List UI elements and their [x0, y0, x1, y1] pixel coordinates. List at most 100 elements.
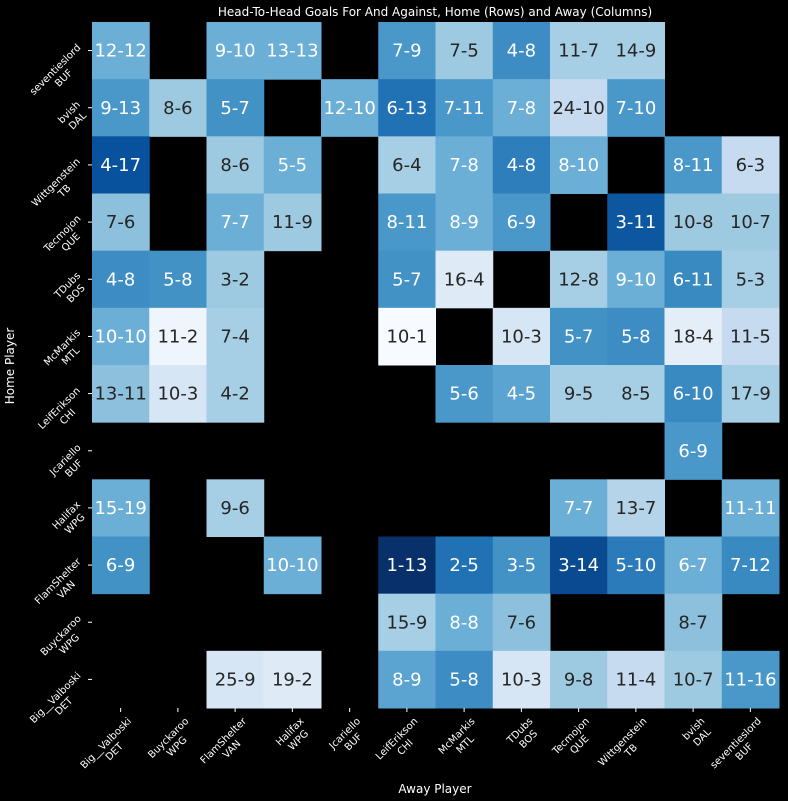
heatmap-cell [435, 250, 494, 309]
heatmap-cell [550, 479, 608, 537]
heatmap-cell [550, 79, 608, 137]
heatmap-cell [206, 250, 265, 309]
heatmap-cell [92, 536, 150, 595]
heatmap-cell [92, 79, 150, 137]
cell-label: 12-12 [94, 41, 146, 62]
cell-label: 18-4 [673, 326, 714, 347]
cell-label: 8-6 [220, 155, 249, 176]
cell-label: 1-13 [386, 555, 427, 576]
cell-label: 10-3 [501, 669, 542, 690]
heatmap-cell [721, 365, 780, 423]
heatmap-cell [721, 136, 780, 194]
heatmap-cell [206, 307, 265, 366]
cell-label: 8-10 [558, 155, 599, 176]
heatmap-cell [664, 136, 723, 194]
cell-label: 11-9 [272, 212, 313, 233]
heatmap-cell [92, 479, 150, 537]
cell-label: 17-9 [730, 384, 771, 405]
cell-label: 9-5 [564, 384, 593, 405]
heatmap-cell [149, 307, 207, 366]
cell-label: 10-10 [94, 326, 146, 347]
cell-label: 7-6 [106, 212, 135, 233]
cell-label: 14-9 [615, 41, 656, 62]
cell-label: 10-8 [673, 212, 714, 233]
heatmap-cell [607, 650, 665, 709]
heatmap-cell [206, 193, 265, 252]
cell-label: 12-10 [323, 98, 375, 119]
cell-label: 15-19 [94, 498, 146, 519]
heatmap-cell [435, 136, 494, 194]
cell-label: 13-7 [615, 498, 656, 519]
heatmap-cell [149, 79, 207, 137]
cell-label: 16-4 [444, 269, 485, 290]
cell-label: 12-8 [558, 269, 599, 290]
heatmap-cell [664, 593, 723, 652]
cell-label: 7-6 [507, 612, 536, 633]
heatmap-cell [149, 250, 207, 309]
heatmap-cell [721, 250, 780, 309]
heatmap-cell [664, 193, 723, 252]
heatmap-cell [92, 365, 150, 423]
heatmap-cell [664, 365, 723, 423]
cell-label: 5-5 [278, 155, 307, 176]
cell-label: 4-8 [106, 269, 135, 290]
cell-label: 10-10 [266, 555, 318, 576]
cell-label: 5-8 [163, 269, 192, 290]
heatmap-cell [664, 650, 723, 709]
cell-label: 8-5 [621, 384, 650, 405]
cell-label: 10-7 [730, 212, 771, 233]
cell-label: 8-7 [678, 612, 707, 633]
cell-label: 4-2 [220, 384, 249, 405]
heatmap-cell [206, 79, 265, 137]
cell-label: 7-8 [449, 155, 478, 176]
cell-label: 3-11 [615, 212, 656, 233]
heatmap-cell [378, 79, 436, 137]
heatmap-cell [435, 650, 494, 709]
heatmap-cell [378, 22, 436, 80]
heatmap-cell [550, 22, 608, 80]
cell-label: 4-17 [100, 155, 141, 176]
heatmap-cell [664, 422, 723, 480]
heatmap-cell [721, 479, 780, 537]
heatmap-cell [492, 593, 551, 652]
heatmap-cell [435, 365, 494, 423]
cell-label: 8-11 [673, 155, 714, 176]
cell-label: 8-8 [449, 612, 478, 633]
cell-label: 7-9 [392, 41, 421, 62]
heatmap-cell [435, 593, 494, 652]
heatmap-cell [550, 365, 608, 423]
cell-label: 9-13 [100, 98, 141, 119]
heatmap-cell [721, 307, 780, 366]
cell-label: 8-6 [163, 98, 192, 119]
cell-label: 6-9 [678, 441, 707, 462]
cell-label: 6-3 [736, 155, 765, 176]
heatmap-cell [378, 193, 436, 252]
heatmap-cell [492, 136, 551, 194]
heatmap-cell [492, 650, 551, 709]
cell-label: 7-5 [449, 41, 478, 62]
heatmap-cell [492, 22, 551, 80]
heatmap-cell [378, 593, 436, 652]
cell-label: 9-10 [615, 269, 656, 290]
heatmap-cell [263, 22, 322, 80]
heatmap-cell [607, 536, 665, 595]
cell-label: 5-6 [449, 384, 478, 405]
heatmap-cell [92, 22, 150, 80]
heatmap-cell [721, 536, 780, 595]
cell-label: 6-9 [507, 212, 536, 233]
cell-label: 11-16 [724, 669, 776, 690]
heatmap-cell [378, 250, 436, 309]
cell-label: 15-9 [386, 612, 427, 633]
cell-label: 6-10 [673, 384, 714, 405]
cell-label: 7-10 [615, 98, 656, 119]
heatmap-cell [664, 307, 723, 366]
heatmap-cell [664, 250, 723, 309]
cell-label: 4-8 [507, 41, 536, 62]
heatmap-cell [378, 650, 436, 709]
heatmap-cell [435, 22, 494, 80]
cell-label: 7-4 [220, 326, 249, 347]
heatmap-cell [550, 307, 608, 366]
heatmap-cell [378, 136, 436, 194]
cell-label: 5-8 [621, 326, 650, 347]
cell-label: 5-3 [736, 269, 765, 290]
